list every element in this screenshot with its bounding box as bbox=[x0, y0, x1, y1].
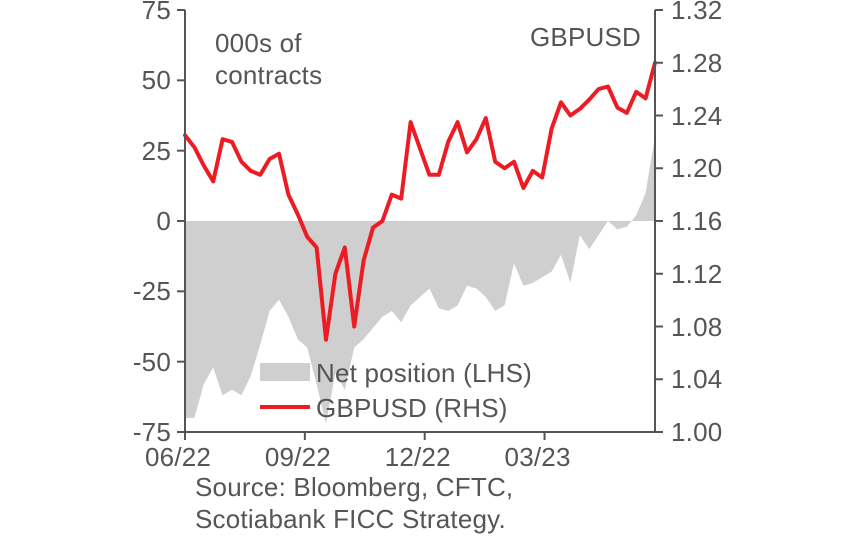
right-tick-1.08: 1.08 bbox=[671, 312, 722, 343]
legend-area-label: Net position (LHS) bbox=[316, 358, 532, 389]
source-line-2: Scotiabank FICC Strategy. bbox=[195, 504, 506, 535]
right-tick-1: 1.00 bbox=[671, 417, 722, 448]
right-tick-1.16: 1.16 bbox=[671, 206, 722, 237]
right-tick-1.12: 1.12 bbox=[671, 259, 722, 290]
left-tick-50: 50 bbox=[142, 65, 171, 96]
right-tick-1.04: 1.04 bbox=[671, 364, 722, 395]
left-tick--25: -25 bbox=[133, 276, 171, 307]
left-tick-25: 25 bbox=[142, 136, 171, 167]
right-axis-label: GBPUSD bbox=[530, 22, 641, 53]
x-tick-3: 03/23 bbox=[505, 442, 571, 473]
dual-axis-chart: -75-50-2502550751.001.041.081.121.161.20… bbox=[0, 0, 843, 542]
right-tick-1.32: 1.32 bbox=[671, 0, 722, 26]
left-axis-label-1: 000s of bbox=[215, 28, 302, 59]
x-tick-0: 06/22 bbox=[145, 442, 211, 473]
right-tick-1.28: 1.28 bbox=[671, 48, 722, 79]
left-tick-0: 0 bbox=[156, 206, 171, 237]
left-tick-75: 75 bbox=[142, 0, 171, 26]
x-tick-1: 09/22 bbox=[265, 442, 331, 473]
left-tick--50: -50 bbox=[133, 347, 171, 378]
right-tick-1.24: 1.24 bbox=[671, 101, 722, 132]
legend-swatch-area bbox=[260, 363, 310, 381]
legend-line-label: GBPUSD (RHS) bbox=[316, 393, 508, 424]
x-tick-2: 12/22 bbox=[385, 442, 451, 473]
right-tick-1.2: 1.20 bbox=[671, 153, 722, 184]
left-axis-label-2: contracts bbox=[215, 60, 322, 91]
source-line-1: Source: Bloomberg, CFTC, bbox=[195, 472, 513, 503]
